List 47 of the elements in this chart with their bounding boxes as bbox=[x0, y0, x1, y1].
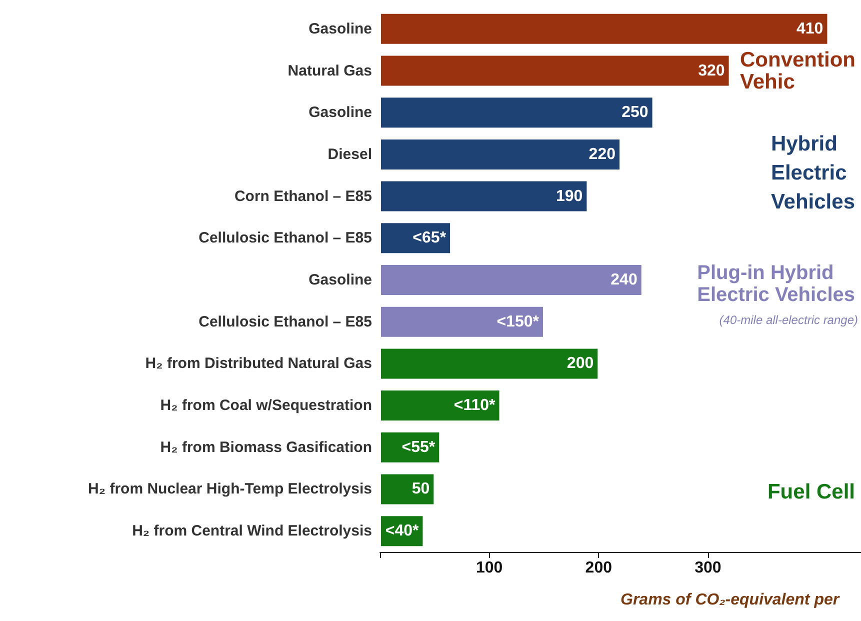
bar bbox=[380, 306, 544, 338]
data-label: 50 bbox=[412, 480, 430, 498]
y-tick-label: H₂ from Biomass Gasification bbox=[160, 438, 372, 456]
series-label: Convention Vehic bbox=[740, 48, 856, 94]
text: Fuel Cell bbox=[767, 480, 856, 504]
data-label: 240 bbox=[610, 272, 638, 288]
y-tick-label: H₂ from Central Wind Electrolysis bbox=[132, 522, 372, 540]
bar bbox=[380, 54, 730, 87]
text: Plug-in Hybrid Electric Vehicles bbox=[697, 262, 856, 306]
y-tick-label: Gasoline bbox=[308, 104, 372, 122]
bar bbox=[380, 390, 500, 422]
x-tick-label: 200 bbox=[585, 560, 612, 576]
bar bbox=[380, 264, 642, 296]
x-axis-title: Grams of CO₂-equivalent per bbox=[620, 592, 840, 608]
data-label: <55* bbox=[402, 438, 436, 456]
data-label: 410 bbox=[796, 20, 824, 38]
y-tick-label: Corn Ethanol – E85 bbox=[234, 188, 372, 205]
y-tick-label: Cellulosic Ethanol – E85 bbox=[198, 230, 372, 247]
x-tick-label: 100 bbox=[476, 560, 503, 576]
y-tick-label: H₂ from Distributed Natural Gas bbox=[145, 355, 372, 372]
data-label: 250 bbox=[622, 104, 648, 122]
data-label: <150* bbox=[496, 313, 540, 330]
bar bbox=[380, 138, 620, 170]
bar bbox=[380, 431, 440, 464]
annotation: (40-mile all-electric range) bbox=[719, 313, 858, 327]
y-tick-label: H₂ from Nuclear High-Temp Electrolysis bbox=[88, 480, 372, 498]
y-tick-label: Natural Gas bbox=[288, 62, 372, 80]
data-label: 190 bbox=[556, 188, 583, 205]
bar bbox=[380, 473, 435, 506]
x-tick-label: 300 bbox=[694, 560, 722, 576]
bar bbox=[380, 348, 599, 380]
y-tick-label: Gasoline bbox=[308, 272, 372, 288]
bar bbox=[380, 96, 654, 129]
data-label: <65* bbox=[412, 230, 447, 247]
data-label: 320 bbox=[698, 62, 725, 80]
data-label: 200 bbox=[566, 355, 594, 372]
y-tick-label: Cellulosic Ethanol – E85 bbox=[198, 313, 372, 330]
bar bbox=[380, 180, 588, 212]
data-label: <110* bbox=[454, 397, 496, 414]
y-tick-label: H₂ from Coal w/Sequestration bbox=[160, 397, 372, 414]
data-label: <40* bbox=[385, 522, 420, 540]
text: Hybrid Electric Vehicles bbox=[770, 132, 855, 214]
data-label: 220 bbox=[588, 146, 616, 163]
bar bbox=[380, 12, 828, 45]
y-tick-label: Diesel bbox=[328, 146, 372, 163]
y-tick-label: Gasoline bbox=[308, 20, 372, 38]
bar bbox=[380, 222, 452, 254]
